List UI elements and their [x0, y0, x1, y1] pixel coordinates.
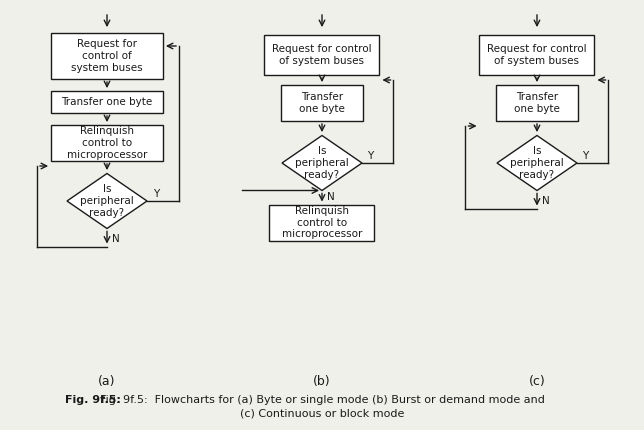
Text: N: N	[327, 193, 335, 203]
Text: Fig. 9f.5:  Flowcharts for (a) Byte or single mode (b) Burst or demand mode and: Fig. 9f.5: Flowcharts for (a) Byte or si…	[100, 395, 544, 405]
Text: N: N	[112, 233, 120, 243]
Text: (a): (a)	[99, 375, 116, 388]
FancyBboxPatch shape	[51, 91, 163, 113]
Text: Relinquish
control to
microprocessor: Relinquish control to microprocessor	[67, 126, 147, 160]
Text: (b): (b)	[313, 375, 331, 388]
Text: Transfer
one byte: Transfer one byte	[299, 92, 345, 114]
FancyBboxPatch shape	[51, 125, 163, 161]
Text: Transfer one byte: Transfer one byte	[61, 97, 153, 107]
FancyBboxPatch shape	[265, 35, 379, 75]
FancyBboxPatch shape	[269, 205, 375, 240]
Text: Relinquish
control to
microprocessor: Relinquish control to microprocessor	[282, 206, 362, 239]
Text: Request for control
of system buses: Request for control of system buses	[488, 44, 587, 66]
Polygon shape	[497, 135, 577, 190]
Text: (c): (c)	[529, 375, 545, 388]
FancyBboxPatch shape	[496, 85, 578, 121]
Text: Request for control
of system buses: Request for control of system buses	[272, 44, 372, 66]
Text: Y: Y	[367, 151, 374, 161]
Text: Transfer
one byte: Transfer one byte	[514, 92, 560, 114]
Text: Y: Y	[153, 189, 159, 199]
FancyBboxPatch shape	[281, 85, 363, 121]
Text: Y: Y	[582, 151, 588, 161]
Text: Is
peripheral
ready?: Is peripheral ready?	[510, 146, 564, 180]
Text: Fig. 9f.5:: Fig. 9f.5:	[65, 395, 121, 405]
Text: Request for
control of
system buses: Request for control of system buses	[71, 40, 143, 73]
FancyBboxPatch shape	[480, 35, 594, 75]
Text: (c) Continuous or block mode: (c) Continuous or block mode	[240, 409, 404, 419]
FancyBboxPatch shape	[51, 33, 163, 79]
Text: Is
peripheral
ready?: Is peripheral ready?	[295, 146, 349, 180]
Text: Is
peripheral
ready?: Is peripheral ready?	[80, 184, 134, 218]
Polygon shape	[282, 135, 362, 190]
Text: N: N	[542, 196, 550, 206]
Polygon shape	[67, 173, 147, 228]
